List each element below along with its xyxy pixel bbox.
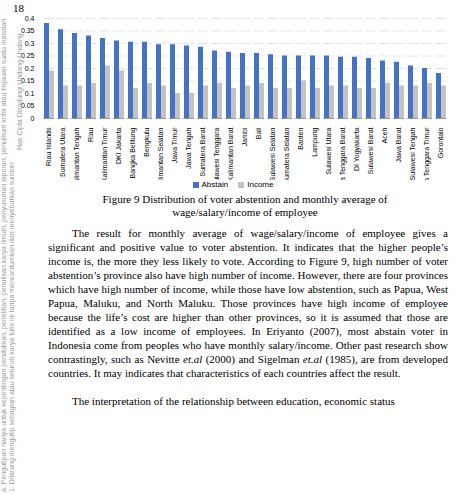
svg-text:Nusa Tenggara Timur: Nusa Tenggara Timur (423, 127, 431, 180)
html-text:The interpretation of the rela: The interpretation of the relationship b… (72, 395, 395, 407)
svg-text:0.15: 0.15 (20, 77, 35, 85)
svg-text:Sulawesi Barat: Sulawesi Barat (367, 127, 374, 174)
svg-text:Riau: Riau (87, 127, 94, 142)
svg-text:Kalimantan Timur: Kalimantan Timur (101, 127, 108, 180)
svg-text:Hak Cipta Dilindungi Undang-Un: Hak Cipta Dilindungi Undang-Undang (16, 33, 24, 150)
svg-text:Sulawesi Utara: Sulawesi Utara (325, 127, 332, 174)
svg-text:Gorontalo: Gorontalo (437, 127, 444, 158)
svg-text:Jawa Barat: Jawa Barat (395, 127, 402, 162)
svg-text:Riau Islands: Riau Islands (45, 127, 52, 166)
svg-text:0.3: 0.3 (25, 40, 35, 47)
svg-text:Sulawesi Tenggara: Sulawesi Tenggara (213, 127, 221, 180)
html-text:Income: Income (247, 180, 274, 189)
svg-text:0.4: 0.4 (25, 15, 35, 22)
html-text:Figure 9 Distribution of voter: Figure 9 Distribution of voter abstentio… (102, 193, 388, 205)
svg-text:0.1: 0.1 (25, 90, 35, 97)
svg-text:Jawa Timur: Jawa Timur (171, 127, 178, 163)
svg-text:Lampung: Lampung (311, 127, 319, 156)
svg-text:Banten: Banten (297, 127, 304, 149)
svg-text:Kalimantan Tengah: Kalimantan Tengah (73, 127, 81, 180)
svg-text:Sulawesi Selatan: Sulawesi Selatan (269, 127, 276, 180)
svg-text:Sumatera Barat: Sumatera Barat (199, 127, 206, 176)
svg-text:0.05: 0.05 (20, 102, 35, 110)
svg-text:Sumatera Utara: Sumatera Utara (59, 127, 66, 177)
svg-text:0.2: 0.2 (25, 65, 35, 72)
svg-text:Sumatera Selatan: Sumatera Selatan (283, 127, 290, 180)
html-text:Abstain: Abstain (201, 180, 229, 189)
html-text:wage/salary/income of employee: wage/salary/income of employee (172, 206, 318, 218)
html-text:The result for monthly average: The result for monthly average of wage/s… (48, 227, 448, 379)
html-text:18: 18 (13, 2, 24, 14)
svg-text:Bangka Belitung: Bangka Belitung (129, 127, 137, 178)
svg-text:DKI Jakarta: DKI Jakarta (115, 127, 122, 164)
svg-text:Jawa Tengah: Jawa Tengah (185, 127, 193, 168)
svg-text:Jambi: Jambi (241, 127, 248, 146)
svg-text:1. Dilarang mengutip sebagian: 1. Dilarang mengutip sebagian atau selur… (8, 160, 16, 492)
svg-text:Aceh: Aceh (381, 127, 388, 143)
svg-text:0.25: 0.25 (20, 52, 35, 60)
svg-text:a. Pengutipan hanya untuk kepe: a. Pengutipan hanya untuk kepentingan pe… (0, 19, 8, 492)
svg-text:0: 0 (31, 115, 35, 122)
svg-text:Bengkulu: Bengkulu (143, 127, 151, 156)
svg-text:Bali: Bali (255, 127, 262, 139)
svg-text:Nusa Tenggara Barat: Nusa Tenggara Barat (339, 127, 347, 180)
svg-text:DI Yogyakarta: DI Yogyakarta (353, 127, 361, 171)
svg-text:Sulawesi Tengah: Sulawesi Tengah (409, 127, 417, 180)
svg-text:0.35: 0.35 (21, 27, 35, 34)
svg-text:Kalimantan Barat: Kalimantan Barat (227, 127, 234, 180)
svg-text:Kalimantan Selatan: Kalimantan Selatan (157, 127, 164, 180)
